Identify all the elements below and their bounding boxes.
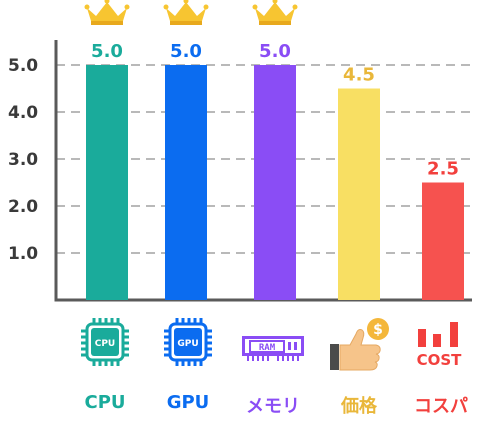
cpu-chip-icon: CPU <box>70 318 140 374</box>
y-tick-label: 4.0 <box>8 103 38 123</box>
ram-icon-text: RAM <box>259 343 276 353</box>
category-label-memory: メモリ <box>246 396 300 417</box>
coin-icon-text: $ <box>373 322 383 338</box>
bars <box>86 65 464 300</box>
category-label-price: 価格 <box>341 396 377 417</box>
crown-icon <box>252 0 298 25</box>
gpu-icon-text: GPU <box>177 339 198 349</box>
crowns <box>84 0 298 25</box>
category-label-cpu: CPU <box>84 392 126 413</box>
data-label: 2.5 <box>427 159 459 180</box>
y-tick-label: 2.0 <box>8 197 38 217</box>
data-label: 4.5 <box>343 65 375 86</box>
ram-module-icon: RAM <box>238 318 308 374</box>
thumbs-up-coin-icon: $ <box>326 318 396 374</box>
crown-icon <box>163 0 209 25</box>
axes: 1.0 2.0 3.0 4.0 5.0 <box>8 40 472 302</box>
value-labels: 5.0 5.0 5.0 4.5 2.5 <box>91 41 459 180</box>
cpu-icon-text: CPU <box>95 339 116 349</box>
cost-bars-icon: COST <box>406 318 476 374</box>
data-label: 5.0 <box>259 41 291 62</box>
gridlines <box>56 64 472 254</box>
bar <box>165 65 207 300</box>
data-label: 5.0 <box>91 41 123 62</box>
gpu-chip-icon: GPU <box>153 318 223 374</box>
bar <box>338 88 380 300</box>
cost-icon-text: COST <box>417 351 463 369</box>
data-label: 5.0 <box>170 41 202 62</box>
crown-icon <box>84 0 130 25</box>
bar <box>422 182 464 300</box>
bar <box>86 65 128 300</box>
y-tick-label: 3.0 <box>8 150 38 170</box>
bar <box>254 65 296 300</box>
y-tick-label: 5.0 <box>8 56 38 76</box>
category-label-gpu: GPU <box>166 392 210 413</box>
category-label-cost-performance: コスパ <box>414 396 468 417</box>
y-tick-label: 1.0 <box>8 244 38 264</box>
